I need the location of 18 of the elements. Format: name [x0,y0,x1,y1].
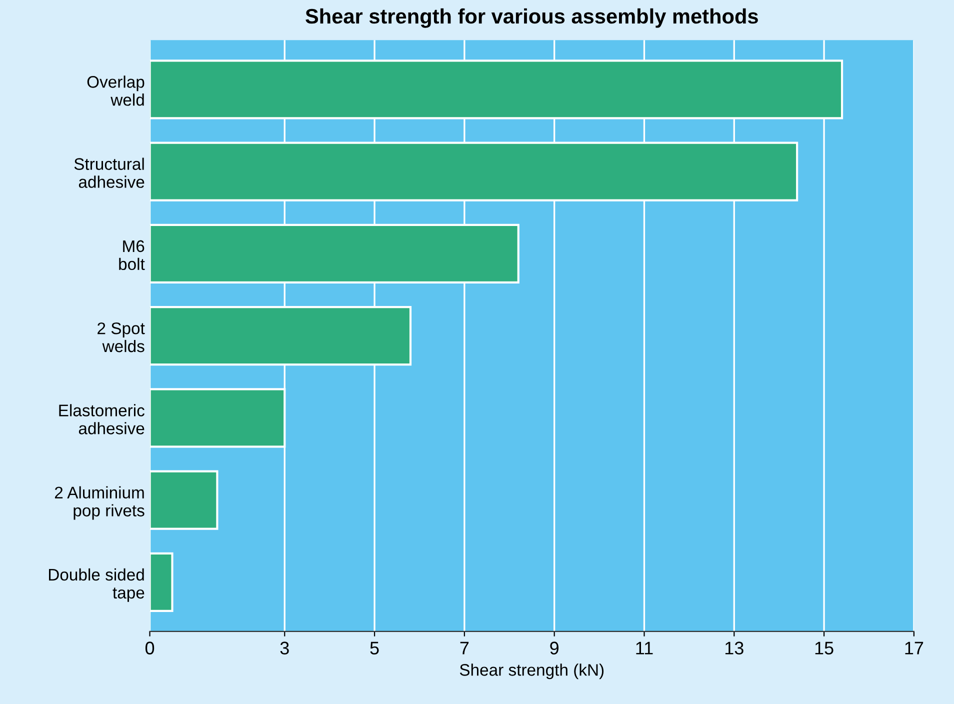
y-tick-label: Elastomeric adhesive [59,404,144,434]
x-tick-label: 3 [280,642,289,654]
y-tick-label: Structural adhesive [74,158,144,188]
x-tick-label: 0 [145,642,154,654]
x-tick-label: 15 [815,642,834,654]
chart-title: Shear strength for various assembly methods [306,8,758,28]
x-tick-label: 17 [905,642,924,654]
y-tick-label: Overlap weld [87,76,144,106]
y-tick-label: Double sided tape [49,568,144,602]
x-tick-label: 9 [550,642,558,654]
x-tick-label: 5 [370,642,379,654]
y-tick-label: M6 bolt [119,240,145,270]
x-axis-title: Shear strength (kN) [460,664,604,680]
x-tick-label: 7 [460,642,469,654]
y-tick-label: 2 Aluminium pop rivets [54,486,144,520]
x-tick-label: 11 [636,642,653,654]
y-tick-label: 2 Spot welds [98,322,145,352]
x-tick-label: 13 [725,642,744,654]
